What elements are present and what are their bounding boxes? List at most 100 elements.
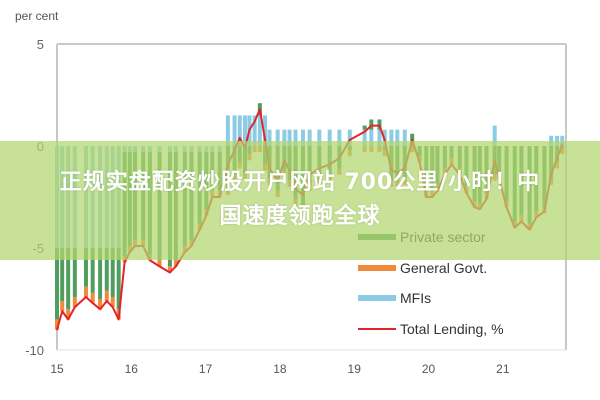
bar-mfis xyxy=(232,115,237,146)
bar-private-sector xyxy=(83,248,88,287)
x-tick-label: 19 xyxy=(348,362,362,376)
point-total-lending xyxy=(175,265,177,268)
bar-private-sector xyxy=(90,248,95,293)
point-total-lending xyxy=(363,130,366,133)
bar-general-govt xyxy=(110,296,115,308)
bar-mfis xyxy=(300,129,305,146)
bar-general-govt xyxy=(173,260,178,267)
overlay-line-1: 正规实盘配资炒股开户网站 700公里/小时！中 xyxy=(59,170,541,195)
bar-private-sector xyxy=(104,248,109,291)
bar-mfis xyxy=(377,129,382,146)
legend-item: MFIs xyxy=(358,290,431,306)
overlay-banner xyxy=(0,141,600,260)
point-total-lending xyxy=(248,128,251,131)
point-total-lending xyxy=(253,120,256,123)
bar-mfis xyxy=(327,129,332,146)
bar-private-sector xyxy=(116,248,121,310)
bar-mfis xyxy=(389,129,394,146)
bar-general-govt xyxy=(167,266,172,273)
x-ticks: 15 16 17 18 19 20 21 xyxy=(50,362,510,376)
point-total-lending xyxy=(238,137,241,139)
point-total-lending xyxy=(348,139,351,141)
point-total-lending xyxy=(99,308,101,311)
bar-mfis xyxy=(287,129,292,146)
bar-general-govt xyxy=(90,292,95,304)
legend-swatch xyxy=(358,265,396,271)
bar-private-sector xyxy=(72,248,77,297)
bar-private-sector xyxy=(60,248,65,302)
bar-mfis xyxy=(267,129,272,146)
y-axis-label: per cent xyxy=(15,9,59,23)
point-total-lending xyxy=(74,306,76,308)
bar-mfis xyxy=(242,115,247,146)
bar-private-sector xyxy=(66,248,71,310)
bar-general-govt xyxy=(66,309,71,320)
overlay-text: 正规实盘配资炒股开户网站 700公里/小时！中 国速度领跑全球 xyxy=(0,166,600,234)
bar-mfis xyxy=(225,115,230,146)
bar-mfis xyxy=(317,129,322,146)
y-tick-label: 5 xyxy=(37,37,44,52)
x-tick-label: 21 xyxy=(496,362,510,376)
bar-mfis xyxy=(237,115,242,146)
bar-general-govt xyxy=(157,260,162,267)
legend-label: General Govt. xyxy=(400,260,487,276)
bar-mfis xyxy=(275,129,280,146)
bar-mfis xyxy=(263,115,268,146)
bar-private-sector xyxy=(55,248,59,320)
bar-mfis xyxy=(560,135,565,146)
x-tick-label: 15 xyxy=(50,362,64,376)
bar-mfis xyxy=(555,135,560,146)
point-total-lending xyxy=(123,261,126,264)
bar-mfis xyxy=(307,129,312,146)
bar-mfis xyxy=(257,115,262,146)
point-total-lending xyxy=(61,310,64,313)
bar-mfis xyxy=(337,129,342,146)
legend-label: Total Lending, % xyxy=(400,321,504,337)
point-total-lending xyxy=(117,318,120,321)
bar-general-govt xyxy=(60,301,65,312)
x-tick-label: 18 xyxy=(273,362,287,376)
point-total-lending xyxy=(91,302,94,304)
bar-mfis xyxy=(395,129,400,146)
point-total-lending xyxy=(67,318,69,321)
legend-swatch xyxy=(358,295,396,301)
bar-mfis xyxy=(369,129,374,146)
point-total-lending xyxy=(111,306,114,308)
point-total-lending xyxy=(56,328,58,331)
x-tick-label: 17 xyxy=(199,362,213,376)
bar-general-govt xyxy=(104,290,109,302)
bar-private-sector xyxy=(110,248,115,297)
point-total-lending xyxy=(105,300,108,302)
point-total-lending xyxy=(85,296,87,298)
overlay-line-2: 国速度领跑全球 xyxy=(219,204,381,229)
point-total-lending xyxy=(370,124,373,127)
point-total-lending xyxy=(169,271,171,274)
bar-general-govt xyxy=(72,296,77,308)
bar-private-sector xyxy=(369,119,374,130)
bar-mfis xyxy=(492,125,497,146)
legend-item: General Govt. xyxy=(358,260,487,276)
bar-general-govt xyxy=(83,286,88,297)
y-tick-label: -10 xyxy=(25,343,44,358)
bar-private-sector xyxy=(362,125,367,130)
x-tick-label: 20 xyxy=(422,362,436,376)
point-total-lending xyxy=(411,139,413,141)
bar-private-sector xyxy=(377,119,382,130)
bar-mfis xyxy=(402,129,407,146)
point-total-lending xyxy=(383,139,386,141)
bar-mfis xyxy=(549,135,554,146)
point-total-lending xyxy=(158,265,161,268)
legend-label: MFIs xyxy=(400,290,431,306)
bar-general-govt xyxy=(55,319,59,330)
bar-mfis xyxy=(252,115,257,146)
legend-item: Total Lending, % xyxy=(358,321,504,337)
point-total-lending xyxy=(378,124,381,127)
bar-mfis xyxy=(347,129,352,146)
bar-general-govt xyxy=(98,299,103,310)
point-total-lending xyxy=(264,139,266,141)
bar-private-sector xyxy=(98,248,103,299)
bar-mfis xyxy=(362,129,367,146)
bar-mfis xyxy=(293,129,298,146)
x-tick-label: 16 xyxy=(125,362,139,376)
point-total-lending xyxy=(259,108,261,111)
